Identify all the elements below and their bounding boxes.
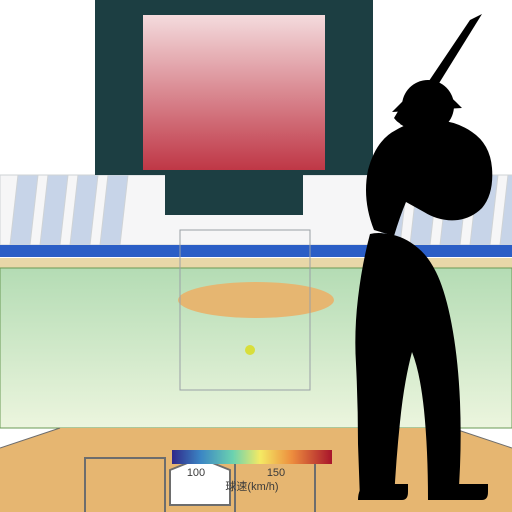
outfield-wall-blue xyxy=(0,245,512,257)
speed-colorbar xyxy=(172,450,332,464)
scoreboard-screen xyxy=(143,15,325,170)
pitchers-mound xyxy=(178,282,334,318)
colorbar-tick-label: 150 xyxy=(267,467,285,479)
colorbar-axis-label: 球速(km/h) xyxy=(225,479,278,493)
outfield-wall-pad xyxy=(0,258,512,268)
scene-svg: 100 150球速(km/h) xyxy=(0,0,512,512)
colorbar-tick-label: 100 xyxy=(187,467,205,479)
pitch-marker xyxy=(245,345,255,355)
scoreboard-base xyxy=(165,175,303,215)
pitch-location-diagram: 100 150球速(km/h) xyxy=(0,0,512,512)
